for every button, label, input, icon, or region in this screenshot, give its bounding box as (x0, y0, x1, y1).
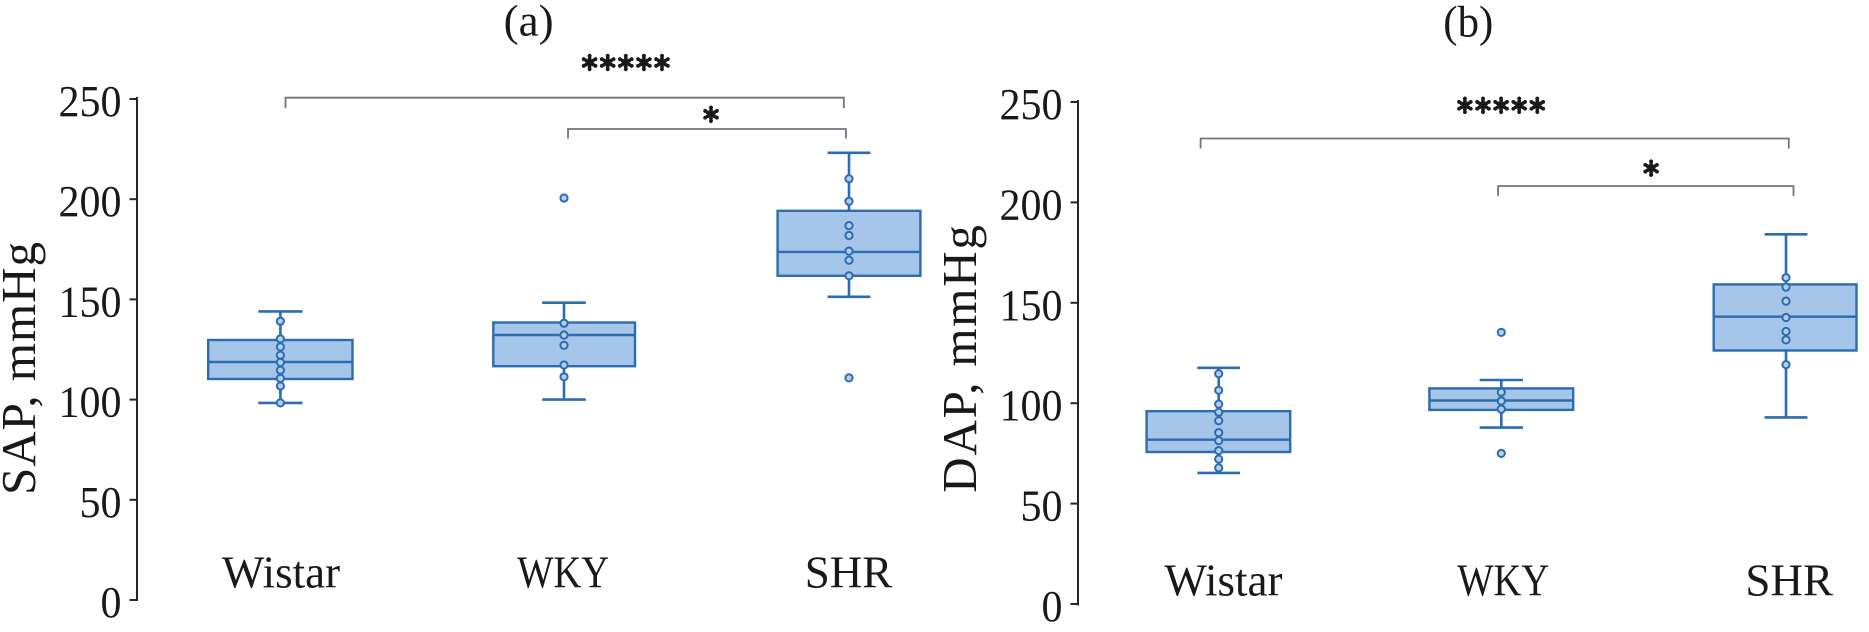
svg-text:Wistar: Wistar (1164, 556, 1282, 606)
svg-text:0: 0 (1042, 582, 1063, 631)
svg-text:250: 250 (59, 77, 122, 126)
svg-text:(a): (a) (504, 0, 554, 46)
svg-text:SAP, mmHg: SAP, mmHg (0, 241, 46, 495)
svg-text:100: 100 (1000, 381, 1063, 430)
svg-text:50: 50 (1021, 482, 1063, 531)
svg-text:(b): (b) (1443, 0, 1493, 47)
svg-text:150: 150 (1000, 281, 1063, 330)
svg-text:SHR: SHR (805, 548, 893, 598)
svg-text:150: 150 (59, 277, 122, 326)
svg-text:WKY: WKY (517, 548, 609, 598)
svg-text:DAP, mmHg: DAP, mmHg (932, 223, 987, 492)
svg-text:250: 250 (1000, 80, 1063, 129)
svg-text:0: 0 (101, 578, 122, 627)
svg-text:200: 200 (1000, 180, 1063, 229)
svg-text:SHR: SHR (1745, 556, 1833, 606)
svg-text:WKY: WKY (1457, 556, 1549, 606)
svg-text:100: 100 (59, 378, 122, 427)
svg-text:Wistar: Wistar (222, 548, 340, 598)
svg-text:200: 200 (59, 177, 122, 226)
svg-text:50: 50 (80, 478, 122, 527)
